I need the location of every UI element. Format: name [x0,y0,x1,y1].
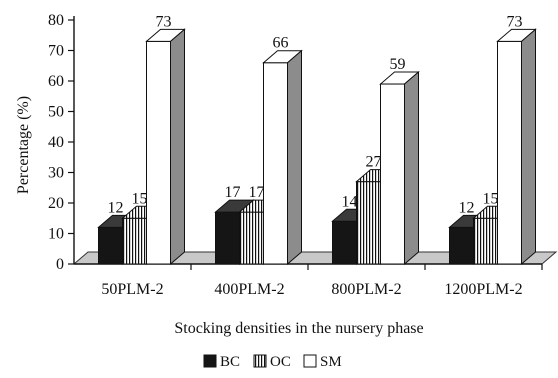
bar-side [404,70,419,266]
y-axis-title: Percentage (%) [15,96,32,194]
data-label: 15 [132,190,148,207]
data-label: 15 [483,190,499,207]
y-tick-label: 10 [48,226,64,243]
bar-front [263,62,288,265]
y-tick-label: 70 [48,43,64,60]
data-label: 17 [249,184,265,201]
data-label: 14 [342,193,358,210]
y-tick-label: 30 [48,165,64,182]
bar-front [473,217,498,265]
x-tick-label: 400PLM-2 [214,281,284,298]
legend-label: OC [270,354,291,370]
legend-item-sm: SM [303,354,342,370]
legend-item-bc: BC [203,354,240,370]
data-labels: 12 15 73 17 17 66 14 27 59 12 15 73 [108,13,523,216]
y-tick-label: 20 [48,195,64,212]
data-label: 59 [390,56,406,73]
x-tick-label: 50PLM-2 [101,281,163,298]
bar-side [287,49,302,266]
bar-front [98,226,123,265]
bar-front [356,181,381,265]
data-label: 12 [108,199,124,216]
data-label: 12 [459,199,475,216]
legend-label: BC [220,354,240,370]
data-label: 73 [507,13,523,30]
legend-swatch [253,354,267,368]
data-label: 73 [156,13,172,30]
bars [97,28,537,266]
y-tick-label: 60 [48,73,64,90]
x-tick-label: 1200PLM-2 [444,281,522,298]
y-tick-label: 50 [48,104,64,121]
y-tick-label: 80 [48,12,64,29]
bar-side [521,28,536,266]
bar-front [380,83,405,265]
legend-swatch [303,354,317,368]
legend-label: SM [320,354,342,370]
x-tick-label: 800PLM-2 [331,281,401,298]
bar-sm [262,49,303,266]
legend: BC OC SM [203,354,342,370]
data-label: 17 [225,184,241,201]
bar-front [332,220,357,265]
bar-sm [496,28,537,266]
legend-item-oc: OC [253,354,291,370]
legend-swatch [203,354,217,368]
y-tick-label: 40 [48,134,64,151]
x-axis-title: Stocking densities in the nursery phase [174,320,423,337]
bar-sm [145,28,186,266]
bar-front [449,226,474,265]
data-label: 66 [273,35,289,52]
data-label: 27 [366,154,382,171]
bar-front [122,217,147,265]
bar-side [170,28,185,266]
bar-front [146,40,171,265]
y-tick-label: 0 [56,256,64,273]
bar-front [215,211,240,265]
bar-sm [379,70,420,266]
bar-front [239,211,264,265]
bar-front [497,40,522,265]
